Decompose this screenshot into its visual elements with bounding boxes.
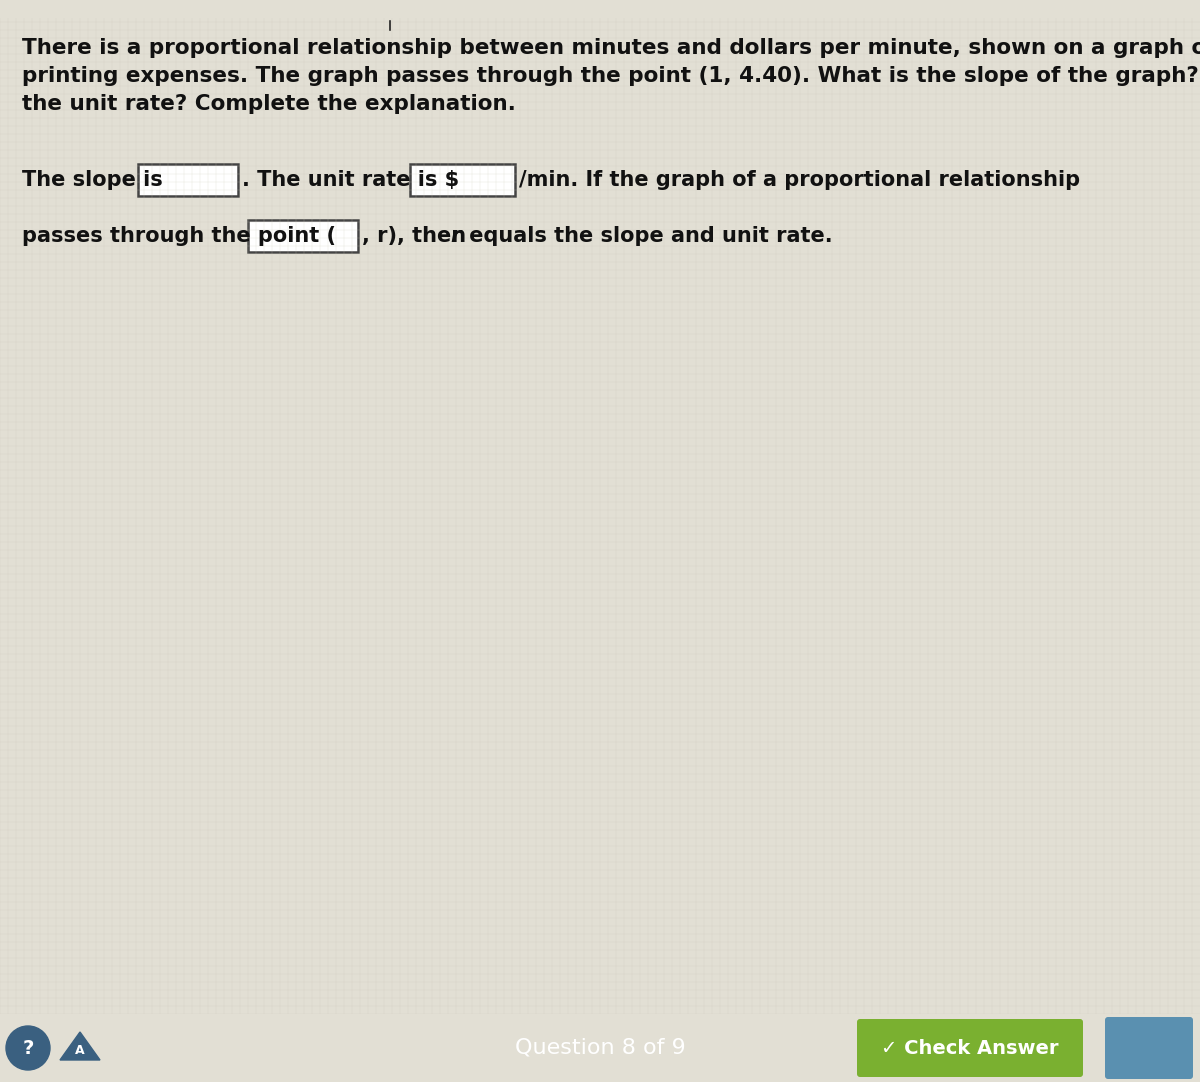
Circle shape: [6, 1026, 50, 1070]
Text: , r), then: , r), then: [362, 226, 473, 246]
Text: There is a proportional relationship between minutes and dollars per minute, sho: There is a proportional relationship bet…: [22, 38, 1200, 114]
Text: /min. If the graph of a proportional relationship: /min. If the graph of a proportional rel…: [520, 170, 1080, 190]
Bar: [410, 164, 515, 196]
Text: Question 8 of 9: Question 8 of 9: [515, 1038, 685, 1058]
Bar: [248, 220, 358, 252]
Text: r: r: [450, 226, 461, 246]
Text: . The unit rate is $: . The unit rate is $: [242, 170, 460, 190]
FancyBboxPatch shape: [1105, 1017, 1193, 1079]
FancyBboxPatch shape: [857, 1019, 1084, 1077]
Text: equals the slope and unit rate.: equals the slope and unit rate.: [462, 226, 833, 246]
Polygon shape: [60, 1032, 100, 1060]
Text: passes through the point (: passes through the point (: [22, 226, 336, 246]
Text: A: A: [76, 1043, 85, 1056]
Text: ?: ?: [23, 1039, 34, 1057]
Text: ✓ Check Answer: ✓ Check Answer: [881, 1039, 1058, 1057]
Text: The slope is: The slope is: [22, 170, 170, 190]
Bar: [138, 164, 238, 196]
